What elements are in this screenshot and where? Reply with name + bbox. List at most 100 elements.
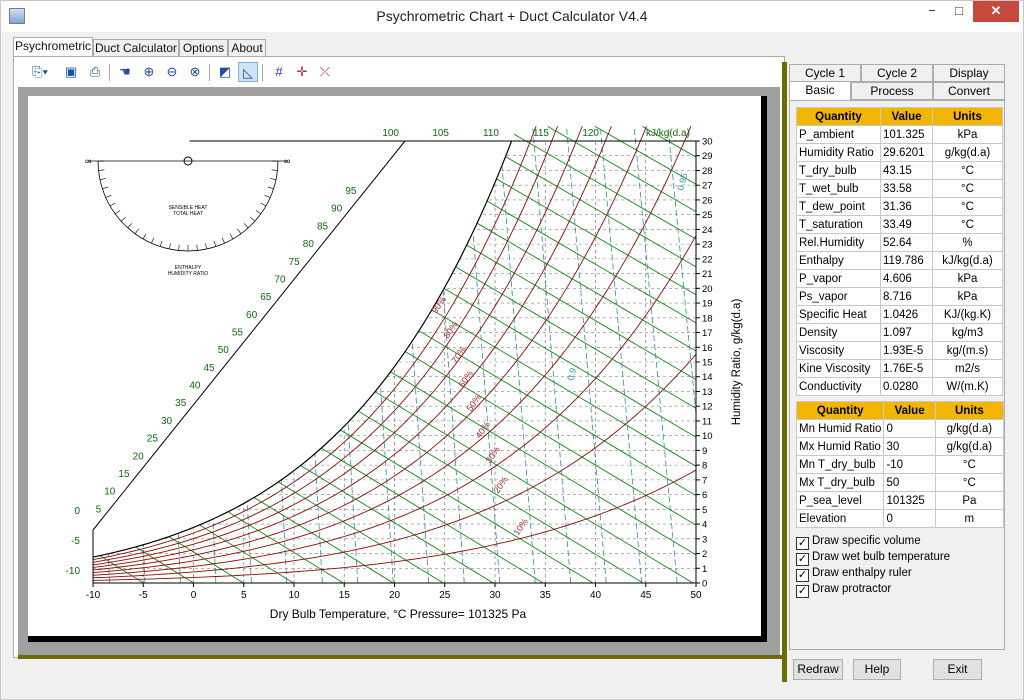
print-icon[interactable]: ⎙ — [89, 64, 101, 79]
properties-cell[interactable]: 119.786 — [880, 251, 933, 270]
table-row: Viscosity 1.93E-5 kg/(m.s) — [796, 341, 1003, 360]
enthalpy-line — [93, 126, 644, 584]
y-tick-label: 11 — [702, 416, 712, 427]
range-cell[interactable]: 30 — [883, 437, 936, 456]
tab-basic[interactable]: Basic — [789, 81, 851, 100]
pan-hand-icon[interactable]: ☚ — [119, 64, 131, 79]
minimize-button[interactable]: − — [928, 3, 936, 18]
properties-cell[interactable]: 1.76E-5 — [880, 359, 933, 378]
grid-icon[interactable]: # — [275, 64, 283, 79]
properties-cell[interactable]: 1.0426 — [880, 305, 933, 324]
protractor-tick — [99, 178, 106, 181]
relative-humidity-curve — [93, 469, 696, 581]
properties-cell[interactable]: 101.325 — [880, 125, 933, 144]
chart-lines-icon[interactable]: ◺ — [238, 62, 258, 82]
checkbox-1[interactable]: ✓ Draw specific volume — [796, 533, 921, 550]
y-tick-label: 23 — [702, 240, 713, 251]
zoom-in-icon[interactable]: ⊕ — [143, 64, 155, 79]
table-row: Ps_vapor 8.716 kPa — [796, 287, 1003, 306]
checkbox-box[interactable]: ✓ — [796, 569, 809, 582]
properties-cell[interactable]: 1.93E-5 — [880, 341, 933, 360]
psychrometric-chart[interactable]: -10 -5 0 5 10 15 20 25 30 35 40 45 50012345678910111… — [28, 96, 767, 642]
properties-cell[interactable]: 33.58 — [880, 179, 933, 198]
zoom-out-icon[interactable]: ⊖ — [166, 64, 178, 79]
properties-cell: Ps_vapor — [796, 287, 881, 306]
protractor-center — [183, 156, 193, 166]
enthalpy-tick-label: 15 — [118, 469, 130, 480]
properties-cell[interactable]: 43.15 — [880, 161, 933, 180]
tab-process[interactable]: Process — [851, 82, 933, 100]
x-tick-label: -10 — [86, 590, 101, 601]
y-tick-label: 20 — [702, 284, 713, 295]
y-tick-label: 10 — [702, 431, 713, 442]
tab-cycle-2[interactable]: Cycle 2 — [861, 64, 933, 82]
properties-header: Value — [880, 107, 933, 126]
specific-volume-line — [532, 126, 572, 584]
properties-cell[interactable]: 31.36 — [880, 197, 933, 216]
protractor-tick — [267, 186, 274, 190]
range-cell[interactable]: -10 — [883, 455, 936, 474]
properties-cell[interactable]: 8.716 — [880, 287, 933, 306]
properties-cell: Specific Heat — [796, 305, 881, 324]
protractor-tick — [168, 243, 171, 250]
copy-dropdown-icon[interactable]: ⎘▾ — [32, 64, 48, 79]
save-image-icon[interactable]: ▣ — [64, 64, 78, 79]
protractor-tick — [134, 228, 139, 234]
properties-cell: P_vapor — [796, 269, 881, 288]
tab-display[interactable]: Display — [933, 64, 1005, 82]
y-tick-label: 5 — [702, 505, 707, 516]
properties-cell[interactable]: 29.6201 — [880, 143, 933, 162]
range-cell[interactable]: 0 — [883, 419, 936, 438]
tab-options[interactable]: Options — [179, 39, 228, 57]
properties-cell[interactable]: 33.49 — [880, 215, 933, 234]
properties-cell[interactable]: 1.097 — [880, 323, 933, 342]
properties-cell: KJ/(kg.K) — [932, 305, 1003, 324]
checkbox-box[interactable]: ✓ — [796, 585, 809, 598]
specific-volume-line — [599, 126, 643, 584]
properties-cell: T_dew_point — [796, 197, 881, 216]
relative-humidity-curve — [93, 353, 696, 579]
close-button[interactable]: ✕ — [973, 1, 1019, 22]
table-row: T_saturation 33.49 °C — [796, 215, 1003, 234]
tab-about[interactable]: About — [228, 39, 266, 57]
checkbox-2[interactable]: ✓ Draw wet bulb temperature — [796, 549, 950, 566]
properties-cell[interactable]: 52.64 — [880, 233, 933, 252]
range-cell[interactable]: 50 — [883, 473, 936, 492]
zoom-reset-icon[interactable]: ⊗ — [189, 64, 201, 79]
enthalpy-line — [358, 126, 696, 584]
table-row: Specific Heat 1.0426 KJ/(kg.K) — [796, 305, 1003, 324]
checkbox-box[interactable]: ✓ — [796, 553, 809, 566]
properties-cell[interactable]: 4.606 — [880, 269, 933, 288]
enthalpy-tick-label: 20 — [133, 451, 145, 462]
help-button[interactable]: Help — [853, 659, 901, 680]
protractor-tick — [120, 216, 126, 222]
properties-cell[interactable]: 0.0280 — [880, 377, 933, 396]
specific-volume-label: 0.9 — [565, 367, 578, 382]
redraw-button[interactable]: Redraw — [793, 659, 843, 680]
x-tick-label: 50 — [690, 590, 702, 601]
crosshair-icon[interactable]: ✛ — [296, 64, 308, 79]
specific-volume-label: 0.95 — [675, 172, 689, 192]
splitter[interactable] — [782, 62, 787, 682]
y-tick-label: 28 — [702, 166, 713, 177]
tab-convert[interactable]: Convert — [933, 82, 1005, 100]
chart-style-icon[interactable]: ◩ — [218, 64, 232, 79]
tab-duct-calculator[interactable]: Duct Calculator — [93, 39, 179, 57]
range-cell[interactable]: 0 — [883, 509, 936, 528]
enthalpy-tick-label: 0 — [74, 506, 80, 517]
y-tick-label: 17 — [702, 328, 713, 339]
tab-cycle-1[interactable]: Cycle 1 — [789, 64, 861, 82]
protractor-tick — [159, 240, 163, 247]
table-row: T_wet_bulb 33.58 °C — [796, 179, 1003, 198]
process-line-icon[interactable]: ⤫ — [319, 64, 331, 79]
chart-area: -10 -5 0 5 10 15 20 25 30 35 40 45 50 0 1 2 3 4 5 6 7 8 9 10 11 1… — [18, 87, 780, 655]
x-tick-label: 5 — [241, 590, 247, 601]
exit-button[interactable]: Exit — [933, 659, 982, 680]
checkbox-4[interactable]: ✓ Draw protractor — [796, 581, 891, 598]
checkbox-box[interactable]: ✓ — [796, 537, 809, 550]
table-row: Conductivity 0.0280 W/(m.K) — [796, 377, 1003, 396]
tab-psychrometric[interactable]: Psychrometric — [13, 37, 93, 58]
range-cell[interactable]: 101325 — [883, 491, 936, 510]
checkbox-3[interactable]: ✓ Draw enthalpy ruler — [796, 565, 912, 582]
maximize-button[interactable]: □ — [955, 3, 963, 18]
